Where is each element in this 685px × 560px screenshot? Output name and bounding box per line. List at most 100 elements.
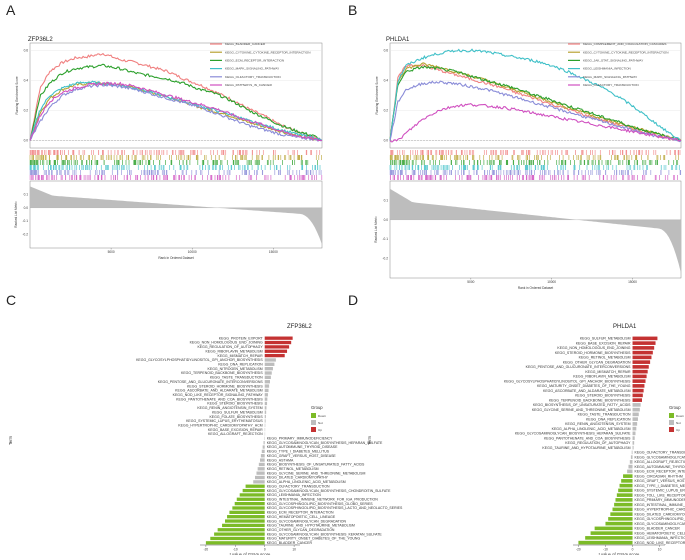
- term-label: KEGG_TERPENOID_BACKBONE_BIOSYNTHESIS: [549, 398, 631, 402]
- term-label: KEGG_RETINOL_METABOLISM: [579, 356, 631, 360]
- hit-ticks-kegg-bladder-cancer: [30, 150, 320, 155]
- term-label: KEGG_TAURINE_AND_HYPOTAURINE_METABOLISM: [542, 446, 630, 450]
- term-label: KEGG_DNA_REPLICATION: [586, 417, 631, 421]
- term-label: KEGG_PENTOSE_AND_GLUCURONATE_INTERCONVER…: [526, 365, 632, 369]
- hit-ticks-kegg-leishmania-infection: [390, 165, 679, 170]
- bar-kegg-glycosaminoglycan-biosynthesis-heparan-sulfate: [264, 441, 265, 444]
- bar-kegg-pantothenate-and-coa-biosynthesis: [633, 436, 635, 440]
- bar-kegg-maturity-onset-diabetes-of-the-young: [633, 384, 645, 388]
- bar-kegg-autoimmune-thyroid-disease: [628, 465, 632, 469]
- bar-kegg-autoimmune-thyroid-disease: [263, 445, 265, 448]
- bar-kegg-pentose-and-glucuronate-interconversions: [265, 380, 270, 383]
- legend-label: Up: [318, 428, 322, 432]
- term-label: KEGG_DILATED_CARDIOMYOPATHY: [635, 512, 685, 516]
- bar-kegg-mismatch-repair: [633, 370, 648, 374]
- bar-kegg-base-excision-repair: [633, 341, 656, 345]
- gene-title-d: PHLDA1: [613, 324, 637, 330]
- metric-y-tick-label: 0.0: [384, 218, 389, 222]
- term-label: KEGG_MISMATCH_REPAIR: [585, 370, 631, 374]
- bar-kegg-ecm-receptor-interaction: [627, 470, 632, 474]
- bar-kegg-riboflavin-metabolism: [633, 375, 647, 379]
- hit-ticks-kegg-jak-stat-signaling-pathway: [390, 160, 677, 165]
- bar-kegg-other-glycan-degradation: [218, 528, 265, 531]
- es-y-tick-label: 0.2: [384, 109, 389, 113]
- legend-label: KEGG_MAPK_SIGNALING_PATHWAY: [583, 75, 637, 79]
- legend-label: KEGG_BLADDER_CANCER: [225, 42, 266, 46]
- bar-kegg-graft-versus-host-disease: [261, 454, 265, 457]
- x-tick-label: 15000: [628, 280, 637, 284]
- bar-kegg-alpha-linolenic-acid-metabolism: [633, 427, 637, 431]
- legend-label: KEGG_OLFACTORY_TRANSDUCTION: [583, 83, 639, 87]
- bar-kegg-glycosaminoglycan-biosynthesis-heparan-sulfate: [633, 432, 636, 436]
- term-label: KEGG_BIOSYNTHESIS_OF_UNSATURATED_FATTY_A…: [533, 403, 631, 407]
- x-tick-label: 10: [292, 548, 296, 552]
- bar-kegg-nitrogen-metabolism: [265, 367, 273, 370]
- term-label: KEGG_NOD_LIKE_RECEPTOR_SIGNALING_PATHWAY: [635, 541, 685, 545]
- term-label: KEGG_BASE_EXCISION_REPAIR: [576, 341, 631, 345]
- legend-swatch-down: [669, 413, 674, 418]
- bar-kegg-intestinal-immune-network-for-iga-production: [614, 503, 632, 507]
- x-tick-label: 5000: [467, 280, 474, 284]
- bar-kegg-dna-replication: [265, 363, 275, 366]
- hit-ticks-kegg-cytokine-cytokine-receptor-interaction: [390, 155, 678, 160]
- bar-kegg-ascorbate-and-aldarate-metabolism: [633, 389, 644, 393]
- bar-kegg-bladder-cancer: [206, 541, 265, 544]
- bar-kegg-alpha-linolenic-acid-metabolism: [253, 480, 264, 483]
- bar-kegg-glycosylphosphatidylinositol-gpi-anchor-biosynthesis: [633, 379, 646, 383]
- bar-kegg-olfactory-transduction: [246, 485, 265, 488]
- x-tick-label: 15000: [269, 250, 278, 254]
- term-label: KEGG_MATURITY_ONSET_DIABETES_OF_THE_YOUN…: [537, 384, 631, 388]
- legend-swatch-up: [669, 427, 674, 432]
- hit-ticks-kegg-complement-and-coagulation-cascades: [390, 150, 680, 155]
- term-label: KEGG_AUTOIMMUNE_THYROID_DISEASE: [635, 465, 685, 469]
- term-label: KEGG_OTHER_GLYCAN_DEGRADATION: [563, 360, 631, 364]
- bar-kegg-folate-biosynthesis: [265, 415, 266, 418]
- bar-kegg-type-i-diabetes-mellitus: [620, 484, 633, 488]
- legend-label: KEGG_MAPK_SIGNALING_PATHWAY: [225, 67, 279, 71]
- legend-label: KEGG_COMPLEMENT_AND_COAGULATION_CASCADES: [583, 42, 667, 46]
- term-label: KEGG_ECM_RECEPTOR_INTERACTION: [635, 470, 685, 474]
- legend-label: Up: [676, 428, 680, 432]
- metric-plot-frame: [390, 181, 681, 278]
- bar-kegg-asthma: [260, 458, 265, 461]
- term-label: KEGG_RIBOFLAVIN_METABOLISM: [573, 375, 630, 379]
- bar-kegg-sulfur-metabolism: [265, 411, 266, 414]
- es-y-tick-label: 0.2: [24, 109, 29, 113]
- bar-kegg-allograft-rejection: [630, 460, 633, 464]
- bar-kegg-taurine-and-hypotaurine-metabolism: [222, 524, 265, 527]
- bar-kegg-steroid-hormone-biosynthesis: [265, 384, 269, 387]
- bar-kegg-glycosphingolipid-biosynthesis-lacto-and-neolacto-series: [608, 517, 632, 521]
- term-label: KEGG_TASTE_TRANSDUCTION: [578, 413, 631, 417]
- term-label: KEGG_ALLOGRAFT_REJECTION: [635, 460, 685, 464]
- bar-kegg-hypertrophic-cardiomyopathy-hcm: [613, 508, 633, 512]
- es-y-tick-label: 0.6: [24, 49, 29, 53]
- bar-kegg-protein-export: [265, 337, 293, 340]
- metric-y-tick-label: -0.2: [383, 257, 389, 261]
- bar-kegg-hematopoietic-cell-lineage: [227, 515, 265, 518]
- es-y-axis-label: Running Enrichment Score: [375, 76, 379, 114]
- term-label: KEGG_GLYCOSAMINOGLYCAN_BIOSYNTHESIS_HEPA…: [515, 432, 631, 436]
- x-tick-label: -20: [576, 548, 581, 552]
- x-axis-label: Rank in Ordered Dataset: [158, 256, 193, 260]
- bar-kegg-glycosphingolipid-biosynthesis-globo-series: [235, 502, 265, 505]
- bar-kegg-steroid-hormone-biosynthesis: [633, 351, 653, 355]
- bar-kegg-intestinal-immune-network-for-iga-production: [237, 498, 265, 501]
- bar-kegg-type-i-diabetes-mellitus: [262, 450, 265, 453]
- bar-kegg-retinol-metabolism: [633, 356, 652, 360]
- legend-label: Not: [318, 421, 323, 425]
- legend-label: KEGG_JAK_STAT_SIGNALING_PATHWAY: [583, 59, 643, 63]
- bar-kegg-systemic-lupus-erythematosus: [618, 489, 632, 493]
- term-label: KEGG_GLYCOSPHINGOLIPID_BIOSYNTHESIS_LACT…: [635, 517, 685, 521]
- metric-y-axis-label: Ranked List Metric: [374, 216, 378, 243]
- bar-kegg-circadian-rhythm-mammal: [623, 474, 632, 478]
- legend-label: KEGG_LEISHMANIA_INFECTION: [583, 67, 631, 71]
- gene-title-b: PHLDA1: [386, 37, 410, 43]
- metric-y-tick-label: 0.1: [24, 192, 29, 196]
- bar-kegg-regulation-of-autophagy: [633, 441, 635, 445]
- x-tick-label: -10: [233, 548, 238, 552]
- bar-kegg-biosynthesis-of-unsaturated-fatty-acids: [633, 403, 641, 407]
- bar-kegg-glycosaminoglycan-biosynthesis-chondroitin-sulfate: [243, 489, 265, 492]
- y-axis-label: Term: [8, 435, 13, 445]
